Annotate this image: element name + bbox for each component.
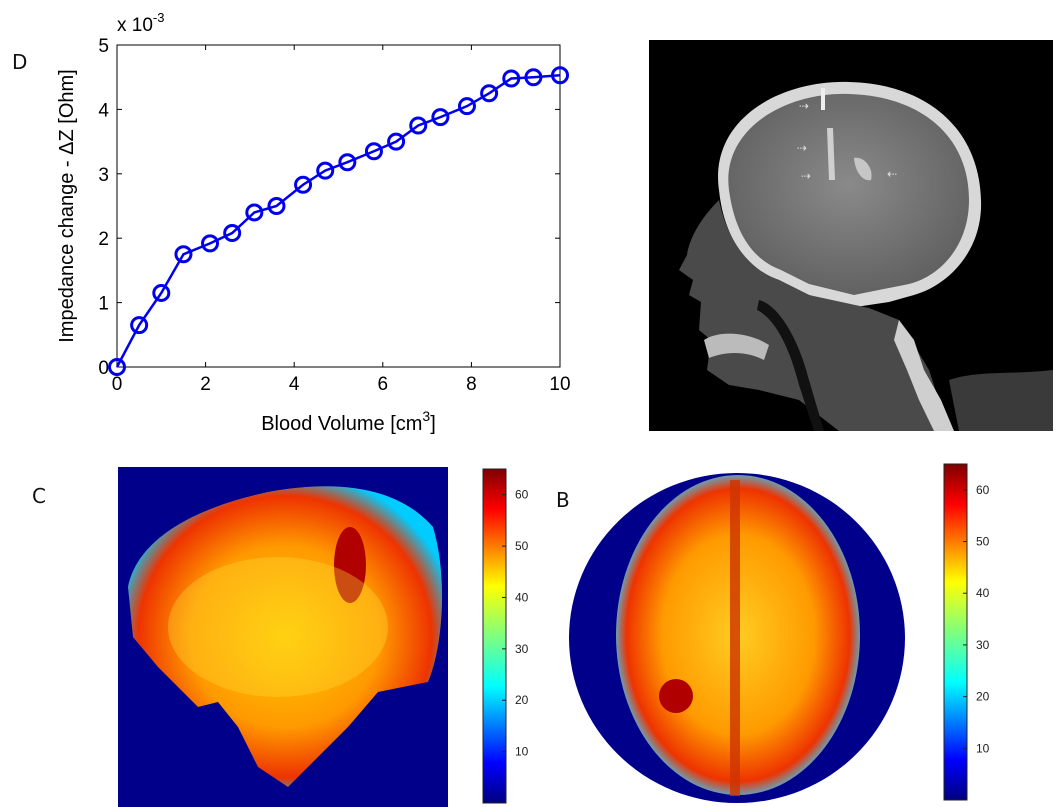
x-tick-label: 2 (200, 374, 211, 395)
svg-text:⇠: ⇠ (887, 167, 897, 181)
colorbar-tick-label: 10 (515, 745, 529, 759)
data-point (152, 283, 171, 302)
spine (894, 320, 954, 431)
panel-label-d: D (12, 50, 28, 74)
sagittal-warm-region (168, 557, 388, 697)
chart-labels: Blood Volume [cm3] Impedance change - ΔZ … (56, 10, 436, 435)
colorbar-tick-label: 30 (515, 642, 529, 656)
data-point (267, 197, 286, 215)
data-point (316, 161, 335, 180)
colorbar-gradient (482, 468, 507, 804)
jaw (704, 333, 769, 360)
y-tick-label: 0 (98, 358, 109, 379)
y-tick-label: 3 (98, 165, 109, 186)
heatmap-axial (569, 473, 905, 803)
ct-image-drawing: ⇢ ⇢ ⇢ ⇠ (679, 81, 1053, 431)
colorbar-tick-label: 40 (976, 586, 990, 600)
data-point (245, 203, 264, 222)
colorbar-tick-label: 50 (515, 539, 529, 553)
data-point (409, 116, 428, 135)
impedance-line-chart: 0 2 4 6 8 10 0 1 2 3 4 5 Blood Volume [cm3] Impedanc… (56, 10, 571, 435)
lesion-top (821, 88, 825, 110)
colorbar-b: 10 20 30 40 50 60 (943, 463, 990, 801)
data-point (364, 142, 383, 161)
axial-midline (730, 480, 740, 796)
data-point (174, 245, 193, 264)
svg-text:⇢: ⇢ (797, 141, 807, 155)
data-point (524, 68, 543, 87)
heatmap-sagittal (118, 467, 448, 807)
x-tick-label: 4 (289, 374, 300, 395)
chart-series (108, 66, 569, 376)
x-axis-label: Blood Volume [cm3] (261, 408, 436, 435)
colorbar-tick-label: 20 (976, 690, 990, 704)
data-point (294, 175, 313, 194)
x-tick-label: 6 (378, 374, 389, 395)
colorbar-tick-label: 60 (976, 483, 990, 497)
colorbar-tick-label: 10 (976, 741, 990, 755)
data-point (338, 153, 357, 172)
x-tick-label: 10 (549, 374, 570, 395)
colorbar-tick-label: 30 (976, 638, 990, 652)
svg-text:⇢: ⇢ (799, 99, 809, 113)
shoulder (949, 370, 1053, 431)
plot-frame (116, 44, 561, 368)
y-axis-multiplier: x 10-3 (117, 10, 164, 36)
x-tick-label: 0 (112, 374, 123, 395)
colorbar-tick-label: 40 (515, 590, 529, 604)
airway (757, 300, 824, 431)
svg-text:⇢: ⇢ (801, 169, 811, 183)
y-tick-label: 5 (98, 36, 109, 57)
lesion-1 (827, 128, 835, 180)
data-point (551, 66, 569, 85)
colorbar-c: 10 20 30 40 50 60 (482, 468, 529, 804)
data-point (431, 108, 450, 127)
chart-axes: 0 2 4 6 8 10 0 1 2 3 4 5 (98, 36, 570, 395)
panel-label-c: C (32, 484, 46, 508)
data-point (387, 132, 406, 151)
data-point (130, 316, 149, 335)
panel-label-b: B (556, 488, 570, 512)
y-tick-label: 4 (98, 100, 109, 121)
data-point (502, 69, 521, 88)
data-point (223, 224, 242, 243)
x-tick-label: 8 (466, 374, 477, 395)
data-point (201, 234, 220, 253)
colorbar-tick-label: 20 (515, 693, 529, 707)
y-tick-label: 2 (98, 229, 109, 250)
series-line (115, 74, 561, 368)
brain-tissue (728, 93, 969, 295)
ct-sagittal-image: ⇢ ⇢ ⇢ ⇠ (649, 40, 1053, 431)
lesion-2 (854, 157, 872, 181)
colorbar-gradient (943, 463, 968, 801)
y-axis-label: Impedance change - ΔZ [Ohm] (56, 69, 78, 343)
face (679, 200, 949, 431)
axial-hotspot (659, 679, 693, 713)
colorbar-tick-label: 50 (976, 535, 990, 549)
colorbar-tick-label: 60 (515, 488, 529, 502)
y-tick-label: 1 (98, 294, 109, 315)
data-point (457, 97, 476, 116)
data-point (108, 358, 126, 376)
data-point (480, 84, 499, 103)
sagittal-hotspot (334, 527, 366, 603)
